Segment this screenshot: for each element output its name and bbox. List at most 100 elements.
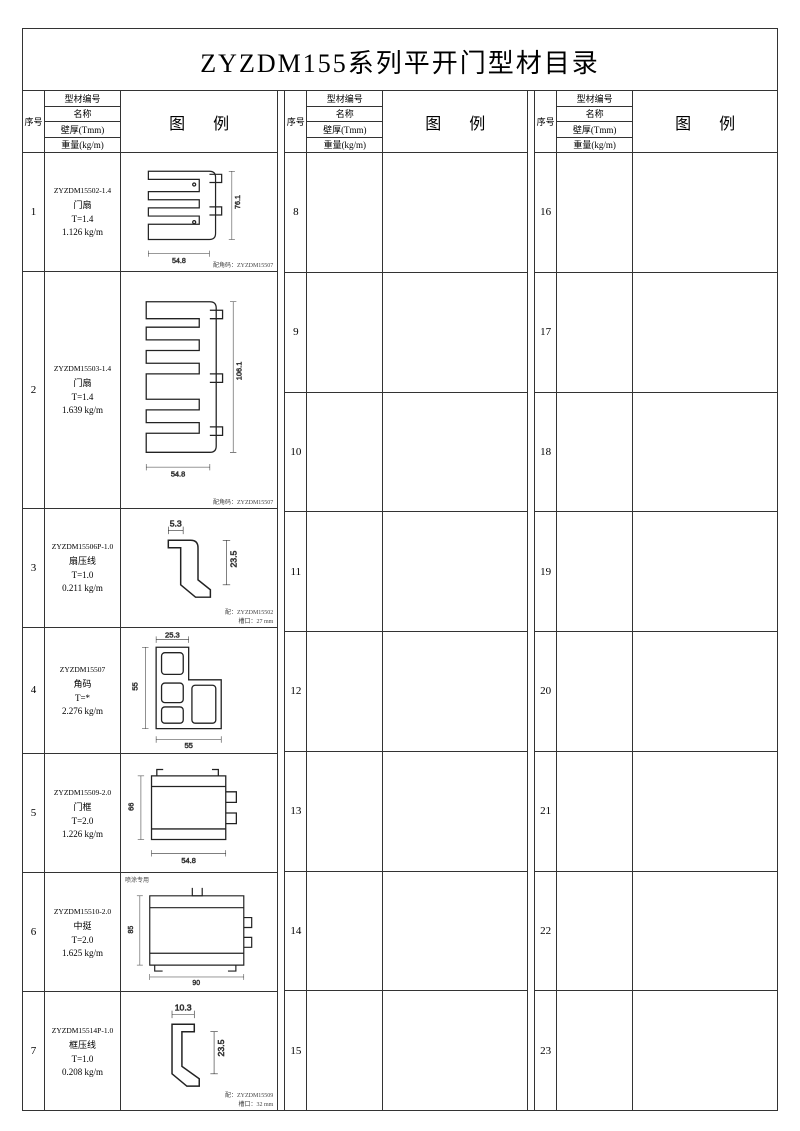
- header-thickness: 壁厚(Tmm): [307, 122, 382, 138]
- svg-text:25.3: 25.3: [165, 631, 180, 640]
- profile-code: ZYZDM15502-1.4: [54, 186, 111, 195]
- svg-text:55: 55: [130, 682, 139, 690]
- row-info: [557, 632, 633, 751]
- table-row: 9: [285, 273, 527, 393]
- header-row: 序号 型材编号 名称 壁厚(Tmm) 重量(kg/m) 图例: [535, 91, 777, 153]
- row-info: ZYZDM15514P-1.0 框压线 T=1.0 0.208 kg/m: [45, 992, 121, 1110]
- row-seq: 1: [23, 153, 45, 271]
- row-info: [557, 512, 633, 631]
- row-figure: [383, 153, 527, 272]
- table-row: 19: [535, 512, 777, 632]
- row-seq: 16: [535, 153, 557, 272]
- svg-text:23.5: 23.5: [228, 551, 238, 568]
- row-seq: 4: [23, 628, 45, 754]
- header-seq: 序号: [285, 91, 307, 152]
- header-info: 型材编号 名称 壁厚(Tmm) 重量(kg/m): [557, 91, 633, 152]
- row-info: [307, 393, 383, 512]
- profile-weight: 1.625 kg/m: [62, 948, 103, 958]
- svg-text:66: 66: [126, 803, 135, 811]
- header-name: 名称: [557, 107, 632, 123]
- row-seq: 15: [285, 991, 307, 1110]
- header-row: 序号 型材编号 名称 壁厚(Tmm) 重量(kg/m) 图例: [23, 91, 277, 153]
- profile-code: ZYZDM15509-2.0: [54, 788, 111, 797]
- row-info: [307, 872, 383, 991]
- table-row: 17: [535, 273, 777, 393]
- row-seq: 20: [535, 632, 557, 751]
- profile-weight: 1.226 kg/m: [62, 829, 103, 839]
- svg-text:76.1: 76.1: [234, 195, 242, 209]
- table-row: 1 ZYZDM15502-1.4 门扇 T=1.4 1.126 kg/m 54.…: [23, 153, 277, 272]
- outer-border: ZYZDM155系列平开门型材目录 序号 型材编号 名称 壁厚(Tmm) 重量(…: [22, 28, 778, 1111]
- row-figure: [383, 632, 527, 751]
- svg-text:90: 90: [192, 980, 200, 987]
- table-row: 6 ZYZDM15510-2.0 中挺 T=2.0 1.625 kg/m 90 …: [23, 873, 277, 992]
- row-info: ZYZDM15507 角码 T=* 2.276 kg/m: [45, 628, 121, 754]
- body-rows: 16 17 18 19 20 21 22 23: [535, 153, 777, 1110]
- table-row: 20: [535, 632, 777, 752]
- table-row: 14: [285, 872, 527, 992]
- page: ZYZDM155系列平开门型材目录 序号 型材编号 名称 壁厚(Tmm) 重量(…: [0, 0, 800, 1131]
- row-info: [557, 273, 633, 392]
- row-info: [307, 632, 383, 751]
- row-info: [557, 393, 633, 512]
- profile-name: 中挺: [73, 919, 91, 932]
- header-code: 型材编号: [307, 91, 382, 107]
- column-group: 序号 型材编号 名称 壁厚(Tmm) 重量(kg/m) 图例 8 9 10 11…: [285, 91, 528, 1110]
- profile-weight: 1.126 kg/m: [62, 227, 103, 237]
- header-weight: 重量(kg/m): [307, 138, 382, 153]
- table-row: 7 ZYZDM15514P-1.0 框压线 T=1.0 0.208 kg/m 1…: [23, 992, 277, 1110]
- table-row: 10: [285, 393, 527, 513]
- row-seq: 19: [535, 512, 557, 631]
- svg-text:5.3: 5.3: [170, 519, 182, 529]
- row-figure: [633, 752, 777, 871]
- header-row: 序号 型材编号 名称 壁厚(Tmm) 重量(kg/m) 图例: [285, 91, 527, 153]
- profile-code: ZYZDM15506P-1.0: [52, 542, 113, 551]
- header-weight: 重量(kg/m): [557, 138, 632, 153]
- profile-weight: 2.276 kg/m: [62, 706, 103, 716]
- row-info: ZYZDM15502-1.4 门扇 T=1.4 1.126 kg/m: [45, 153, 121, 271]
- row-info: [307, 153, 383, 272]
- column-group: 序号 型材编号 名称 壁厚(Tmm) 重量(kg/m) 图例 1 ZYZDM15…: [23, 91, 278, 1110]
- row-info: [557, 153, 633, 272]
- row-seq: 8: [285, 153, 307, 272]
- row-info: [557, 991, 633, 1110]
- header-figure: 图例: [121, 91, 277, 152]
- profile-weight: 0.211 kg/m: [62, 583, 103, 593]
- svg-text:55: 55: [184, 741, 192, 750]
- row-figure: 90 85 喷涂专用: [121, 873, 277, 991]
- row-seq: 14: [285, 872, 307, 991]
- row-info: ZYZDM15509-2.0 门框 T=2.0 1.226 kg/m: [45, 754, 121, 872]
- table-row: 23: [535, 991, 777, 1110]
- header-thickness: 壁厚(Tmm): [45, 122, 120, 138]
- row-figure: 5.3 23.5 配：ZYZDM15502槽口：27 mm: [121, 509, 277, 627]
- figure-note: 配角码：ZYZDM15507: [213, 260, 273, 269]
- profile-thickness: T=1.4: [72, 214, 94, 224]
- row-seq: 5: [23, 754, 45, 872]
- profile-thickness: T=2.0: [72, 816, 94, 826]
- row-figure: [383, 393, 527, 512]
- header-name: 名称: [45, 107, 120, 123]
- profile-name: 角码: [73, 677, 91, 690]
- column-group: 序号 型材编号 名称 壁厚(Tmm) 重量(kg/m) 图例 16 17 18 …: [535, 91, 777, 1110]
- svg-text:10.3: 10.3: [175, 1002, 192, 1012]
- table-row: 13: [285, 752, 527, 872]
- row-info: [557, 752, 633, 871]
- row-figure: [633, 632, 777, 751]
- row-seq: 6: [23, 873, 45, 991]
- profile-weight: 0.208 kg/m: [62, 1067, 103, 1077]
- row-figure: [633, 872, 777, 991]
- header-figure: 图例: [383, 91, 527, 152]
- row-figure: [633, 393, 777, 512]
- row-info: ZYZDM15510-2.0 中挺 T=2.0 1.625 kg/m: [45, 873, 121, 991]
- profile-name: 门扇: [73, 198, 91, 211]
- body-rows: 1 ZYZDM15502-1.4 门扇 T=1.4 1.126 kg/m 54.…: [23, 153, 277, 1110]
- row-figure: 25.3 55 55: [121, 628, 277, 754]
- profile-code: ZYZDM15514P-1.0: [52, 1026, 113, 1035]
- row-figure: [383, 872, 527, 991]
- row-info: [307, 273, 383, 392]
- figure-note: 配角码：ZYZDM15507: [213, 497, 273, 506]
- table-row: 2 ZYZDM15503-1.4 门扇 T=1.4 1.639 kg/m 54.…: [23, 272, 277, 509]
- row-seq: 21: [535, 752, 557, 871]
- table-row: 18: [535, 393, 777, 513]
- row-seq: 17: [535, 273, 557, 392]
